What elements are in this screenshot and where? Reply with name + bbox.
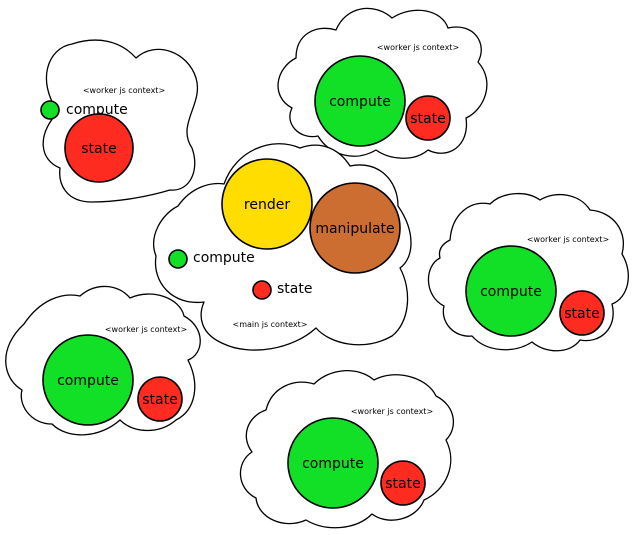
worker-context-bottom-center: <worker js context> compute state [239, 369, 455, 529]
render-node [221, 158, 313, 250]
state-label: state [385, 476, 420, 492]
worker-context-right: <worker js context> compute state [427, 193, 629, 352]
worker-context-bottom-left: <worker js context> compute state [5, 285, 201, 436]
worker-context-label: <worker js context> [83, 86, 165, 95]
state-node [252, 280, 272, 300]
state-node [380, 460, 426, 506]
render-label: render [244, 197, 290, 213]
compute-node [40, 100, 60, 120]
worker-context-top-center: <worker js context> compute state [277, 7, 488, 159]
compute-label: compute [66, 102, 128, 118]
compute-node [168, 249, 188, 269]
state-node [405, 95, 451, 141]
compute-node [287, 417, 379, 509]
manipulate-node [309, 182, 401, 274]
state-label: state [410, 111, 445, 127]
manipulate-label: manipulate [315, 221, 394, 237]
compute-label: compute [193, 250, 255, 266]
compute-label: compute [57, 373, 119, 389]
state-label: state [142, 392, 177, 408]
compute-node [465, 245, 557, 337]
main-context-label: <main js context> [232, 320, 307, 329]
state-node [64, 113, 134, 183]
worker-context-label: <worker js context> [351, 407, 433, 416]
main-context: <main js context> render manipulate comp… [153, 143, 412, 351]
compute-label: compute [480, 284, 542, 300]
state-node [137, 376, 183, 422]
state-label: state [277, 281, 312, 297]
compute-label: compute [302, 456, 364, 472]
worker-context-label: <worker js context> [105, 325, 187, 334]
compute-node [314, 55, 406, 147]
state-label: state [564, 306, 599, 322]
worker-context-label: <worker js context> [527, 235, 609, 244]
compute-label: compute [329, 94, 391, 110]
state-node [559, 290, 605, 336]
worker-context-label: <worker js context> [377, 43, 459, 52]
worker-context-top-left: <worker js context> compute state [40, 39, 199, 203]
compute-node [42, 334, 134, 426]
state-label: state [81, 141, 116, 157]
